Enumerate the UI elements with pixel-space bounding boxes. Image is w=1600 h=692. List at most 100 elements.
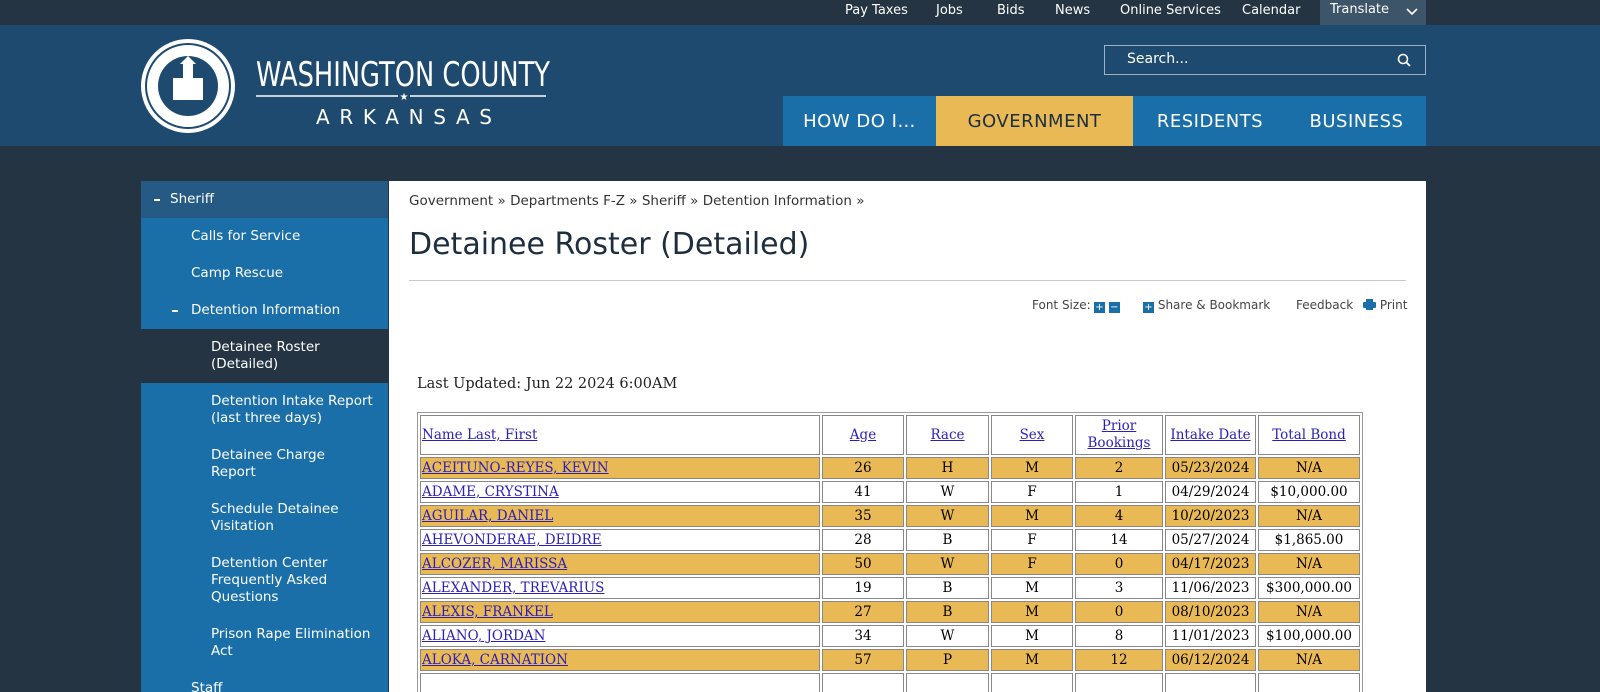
breadcrumb-link[interactable]: Government bbox=[409, 193, 494, 209]
header-row: Name Last, First Age Race Sex Prior Bookings… bbox=[420, 415, 1360, 455]
cell: ALEXIS, FRANKEL bbox=[420, 601, 820, 623]
cell-text: N/A bbox=[1295, 604, 1323, 620]
cell bbox=[1258, 673, 1360, 692]
cell-text: 05/27/2024 bbox=[1171, 532, 1250, 548]
cell: $1,865.00 bbox=[1258, 529, 1360, 551]
chevron bbox=[1406, 8, 1418, 16]
detainee-link[interactable]: ACEITUNO-REYES, KEVIN bbox=[422, 460, 609, 476]
cell: 12 bbox=[1075, 649, 1163, 671]
cell-text: 04/29/2024 bbox=[1171, 484, 1250, 500]
data-row: AHEVONDERAE, DEIDRE 28 B F 14 05/27/2024 $1,86… bbox=[420, 529, 1360, 551]
cell: B bbox=[906, 577, 989, 599]
breadcrumb-link[interactable]: Detention Information bbox=[702, 193, 852, 209]
cell-text: 08/10/2023 bbox=[1171, 604, 1250, 620]
detainee-link[interactable]: ALCOZER, MARISSA bbox=[422, 556, 568, 572]
search-box[interactable]: Search... bbox=[1104, 45, 1426, 75]
print-label: Print bbox=[1379, 298, 1408, 312]
cell: N/A bbox=[1258, 505, 1360, 527]
font-size-buttons[interactable]: + − bbox=[1094, 302, 1120, 313]
detainee-link[interactable]: ALEXIS, FRANKEL bbox=[422, 604, 553, 620]
data-row bbox=[420, 673, 1360, 692]
cell-text: 41 bbox=[854, 484, 872, 500]
cell: 11/01/2023 bbox=[1165, 625, 1256, 647]
cell: N/A bbox=[1258, 457, 1360, 479]
cell-text: M bbox=[1025, 604, 1039, 620]
cell-text: M bbox=[1025, 508, 1039, 524]
sidebar-item[interactable]: Camp Rescue bbox=[191, 265, 284, 281]
feedback[interactable]: Feedback bbox=[1296, 298, 1354, 312]
sidebar-item[interactable]: Schedule Detainee Visitation bbox=[211, 501, 339, 534]
sort-link[interactable]: Race bbox=[930, 426, 965, 443]
cell: F bbox=[991, 529, 1073, 551]
sidebar: Sheriff Calls for Service Camp Rescue De… bbox=[141, 181, 388, 692]
cell: 0 bbox=[1075, 553, 1163, 575]
detainee-link[interactable]: AGUILAR, DANIEL bbox=[422, 508, 554, 524]
breadcrumb-link[interactable]: Sheriff bbox=[641, 193, 686, 209]
header-cell: Prior Bookings bbox=[1075, 415, 1163, 455]
cell-text: N/A bbox=[1295, 652, 1323, 668]
sort-link[interactable]: Name Last, First bbox=[422, 426, 538, 443]
cell: AGUILAR, DANIEL bbox=[420, 505, 820, 527]
logo[interactable]: WASHINGTON COUNTY ★ ARKANSAS bbox=[140, 38, 560, 138]
detainee-link[interactable]: ALEXANDER, TREVARIUS bbox=[422, 580, 605, 596]
sidebar-item[interactable]: Staff bbox=[191, 680, 223, 692]
header-cell: Sex bbox=[991, 415, 1073, 455]
logo-subtitle: ARKANSAS bbox=[316, 105, 492, 129]
search-icon[interactable] bbox=[1397, 53, 1411, 67]
sidebar-item[interactable]: Sheriff bbox=[141, 181, 388, 218]
sidebar-item[interactable]: Prison Rape Elimination Act bbox=[211, 626, 371, 659]
detainee-link[interactable]: AHEVONDERAE, DEIDRE bbox=[422, 532, 602, 548]
cell: 28 bbox=[822, 529, 904, 551]
cell: 06/12/2024 bbox=[1165, 649, 1256, 671]
cell bbox=[1165, 673, 1256, 692]
cell-text: 0 bbox=[1114, 604, 1124, 620]
cell: F bbox=[991, 481, 1073, 503]
main-nav-item[interactable]: GOVERNMENT bbox=[936, 96, 1133, 146]
cell-text: N/A bbox=[1295, 556, 1323, 572]
cell bbox=[991, 673, 1073, 692]
detainee-link[interactable]: ALIANO, JORDAN bbox=[422, 628, 546, 644]
share[interactable]: + Share & Bookmark bbox=[1143, 298, 1271, 313]
cell-text: 10/20/2023 bbox=[1171, 508, 1250, 524]
cell-text: 06/12/2024 bbox=[1171, 652, 1250, 668]
divider bbox=[409, 280, 1406, 281]
main-nav-item[interactable]: BUSINESS bbox=[1287, 96, 1426, 146]
sidebar-item[interactable]: Detainee Charge Report bbox=[211, 447, 325, 480]
header-cell: Race bbox=[906, 415, 989, 455]
detainee-link[interactable]: ALOKA, CARNATION bbox=[422, 652, 568, 668]
sidebar-item[interactable]: Calls for Service bbox=[191, 228, 301, 244]
cell-text: M bbox=[1025, 652, 1039, 668]
top-link[interactable]: Online Services bbox=[1120, 3, 1221, 18]
top-link[interactable]: Jobs bbox=[936, 3, 963, 18]
cell-text: N/A bbox=[1295, 508, 1323, 524]
top-link[interactable]: News bbox=[1055, 3, 1091, 18]
breadcrumb-link[interactable]: Departments F-Z bbox=[510, 193, 625, 209]
top-link[interactable]: Pay Taxes bbox=[845, 3, 908, 18]
sort-link[interactable]: Intake Date bbox=[1170, 426, 1251, 443]
cell: ALIANO, JORDAN bbox=[420, 625, 820, 647]
cell-text: F bbox=[1027, 532, 1037, 548]
cell-text: 0 bbox=[1114, 556, 1124, 572]
main-nav-item[interactable]: RESIDENTS bbox=[1133, 96, 1287, 146]
sidebar-item[interactable]: Detainee Roster (Detailed) bbox=[141, 329, 388, 383]
sidebar-item[interactable]: Detention Information bbox=[141, 292, 388, 329]
cell bbox=[822, 673, 904, 692]
cell: B bbox=[906, 529, 989, 551]
cell-text: M bbox=[1025, 580, 1039, 596]
sidebar-item[interactable]: Detention Center Frequently Asked Questi… bbox=[211, 555, 328, 605]
sort-link[interactable]: Total Bond bbox=[1272, 426, 1346, 443]
roster-table: Name Last, First Age Race Sex Prior Bookings… bbox=[417, 412, 1363, 692]
top-link[interactable]: Bids bbox=[997, 3, 1025, 18]
sidebar-item[interactable]: Detention Intake Report (last three days… bbox=[211, 393, 373, 426]
main-nav-item[interactable]: HOW DO I… bbox=[783, 96, 936, 146]
cell: M bbox=[991, 457, 1073, 479]
cell: 1 bbox=[1075, 481, 1163, 503]
print[interactable]: Print bbox=[1363, 298, 1407, 312]
top-link[interactable]: Calendar bbox=[1242, 3, 1301, 18]
sort-link[interactable]: Prior Bookings bbox=[1087, 418, 1151, 451]
detainee-link[interactable]: ADAME, CRYSTINA bbox=[422, 484, 559, 500]
sort-link[interactable]: Sex bbox=[1019, 426, 1045, 443]
sort-link[interactable]: Age bbox=[849, 426, 877, 443]
translate[interactable]: Translate bbox=[1320, 0, 1426, 25]
page-title: Detainee Roster (Detailed) bbox=[409, 227, 810, 262]
